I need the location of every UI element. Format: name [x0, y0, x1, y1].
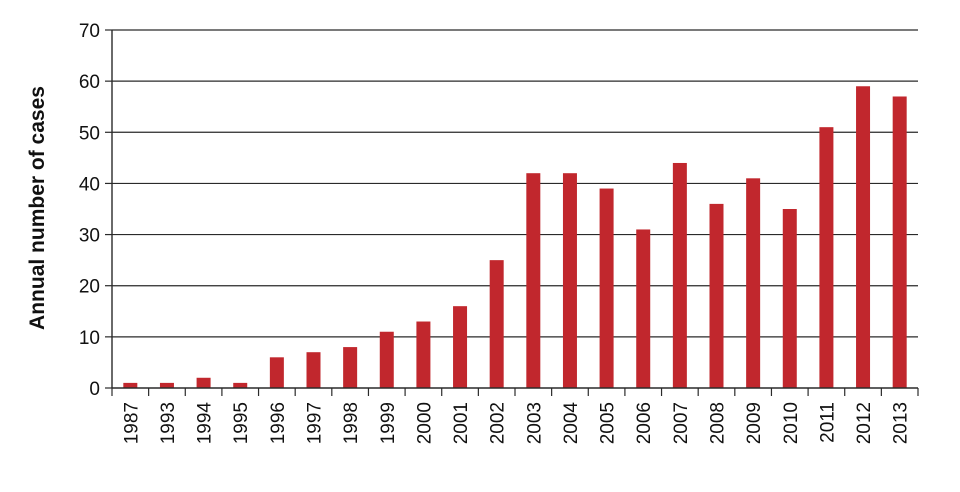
x-tick-labels: 1987 1993 1994 1995 1996 1997 1998 1999 2000 2001… — [121, 402, 911, 445]
x-tick-label: 1996 — [268, 402, 289, 444]
x-tick-label: 2012 — [854, 402, 875, 444]
x-tick-label: 1998 — [341, 402, 362, 444]
bar-1994 — [196, 377, 211, 388]
x-tick-label: 2003 — [524, 402, 545, 444]
x-tick-label: 2006 — [634, 402, 655, 444]
bar-2011 — [819, 127, 834, 389]
x-tick-label: 2011 — [817, 402, 838, 443]
y-tick-label: 10 — [79, 328, 100, 349]
x-tick-label: 2007 — [671, 402, 692, 444]
bar-2001 — [453, 306, 468, 388]
bar-2003 — [526, 173, 541, 388]
bar-2010 — [782, 209, 797, 388]
y-axis-title: Annual number of cases — [26, 86, 49, 330]
bar-2007 — [672, 162, 687, 388]
x-tick-label: 1993 — [158, 402, 179, 444]
bar-1997 — [306, 352, 321, 388]
bar-1987 — [123, 382, 138, 388]
x-tick-label: 1999 — [378, 402, 399, 444]
x-tick-label: 2000 — [414, 402, 435, 444]
y-tick-label: 60 — [79, 72, 100, 93]
y-tick-labels: 0 10 20 30 40 50 60 70 — [79, 21, 100, 400]
y-tick-label: 50 — [79, 123, 100, 144]
bar-1995 — [233, 382, 248, 388]
x-tick-label: 2002 — [488, 402, 509, 444]
bar-1993 — [159, 382, 174, 388]
gridlines — [112, 29, 918, 338]
bar-2013 — [892, 96, 907, 388]
bar-2000 — [416, 321, 431, 388]
x-tick-label: 1995 — [231, 402, 252, 444]
bar-2012 — [856, 86, 871, 388]
x-tick-label: 2001 — [451, 402, 472, 444]
y-tick-label: 40 — [79, 174, 100, 195]
y-tick-label: 0 — [89, 379, 100, 400]
bar-1996 — [269, 357, 284, 388]
x-tick-label: 2005 — [598, 402, 619, 444]
y-tick-label: 30 — [79, 226, 100, 247]
x-tick-label: 1987 — [121, 402, 142, 444]
x-tick-label: 2008 — [708, 402, 729, 444]
bar-2008 — [709, 203, 724, 388]
bars — [123, 86, 907, 389]
x-tick-label: 2010 — [781, 402, 802, 444]
y-tick-label: 70 — [79, 21, 100, 42]
x-tick-label: 2013 — [891, 402, 912, 444]
bar-2005 — [599, 188, 614, 388]
bar-1999 — [379, 331, 394, 388]
x-tick-label: 2004 — [561, 402, 582, 445]
bar-1998 — [343, 347, 358, 388]
x-tick-label: 1994 — [195, 402, 216, 445]
bar-2004 — [562, 173, 577, 388]
bar-2009 — [746, 178, 761, 388]
y-tick-label: 20 — [79, 277, 100, 298]
x-tick-label: 1997 — [305, 402, 326, 444]
bar-2002 — [489, 260, 504, 388]
bar-2006 — [636, 229, 651, 388]
axes — [105, 29, 919, 396]
x-tick-label: 2009 — [744, 402, 765, 444]
